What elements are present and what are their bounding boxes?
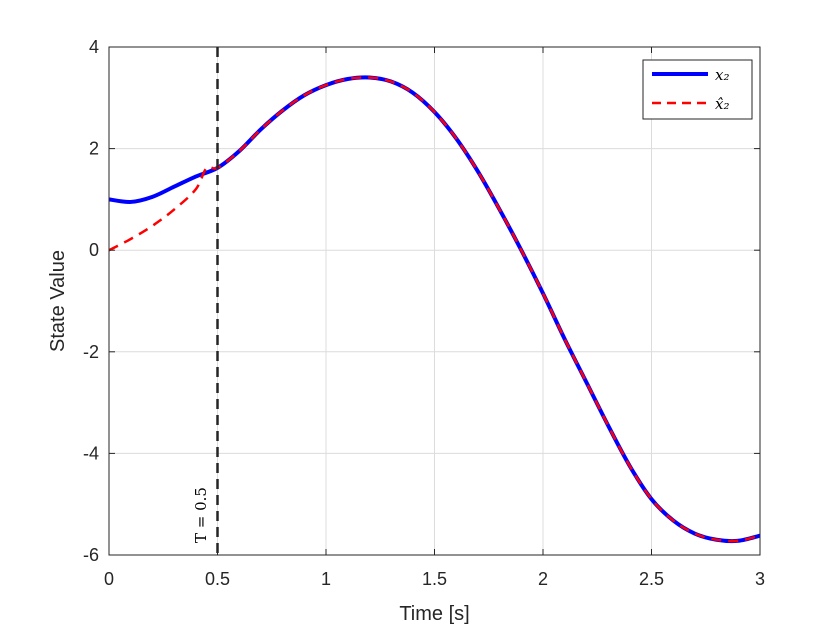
vline-annotation-label: T = 0.5 — [192, 487, 210, 543]
y-axis-label: State Value — [47, 250, 69, 352]
x-tick-label: 1.5 — [422, 569, 447, 589]
legend-label-x2: x₂ — [715, 66, 729, 84]
x-tick-label: 2 — [538, 569, 548, 589]
y-tick-label: 0 — [89, 240, 99, 260]
y-tick-label: -6 — [83, 545, 99, 565]
x-tick-label: 0.5 — [205, 569, 230, 589]
x-tick-label: 1 — [321, 569, 331, 589]
legend-label-x2-hat: x̂₂ — [715, 95, 729, 113]
y-tick-label: 4 — [89, 37, 99, 57]
y-tick-labels: -6 -4 -2 0 2 4 — [83, 37, 99, 565]
x-tick-label: 3 — [755, 569, 765, 589]
series-line-x2-hat — [108, 76, 761, 543]
y-tick-label: 2 — [89, 139, 99, 159]
y-tick-label: -2 — [83, 342, 99, 362]
y-tick-label: -4 — [83, 443, 99, 463]
legend: x₂ x̂₂ — [642, 59, 753, 120]
x-tick-label: 2.5 — [639, 569, 664, 589]
legend-box — [642, 59, 753, 120]
x-tick-label: 0 — [104, 569, 114, 589]
x-axis-label: Time [s] — [399, 603, 469, 625]
x-tick-labels: 0 0.5 1 1.5 2 2.5 3 — [104, 569, 765, 589]
